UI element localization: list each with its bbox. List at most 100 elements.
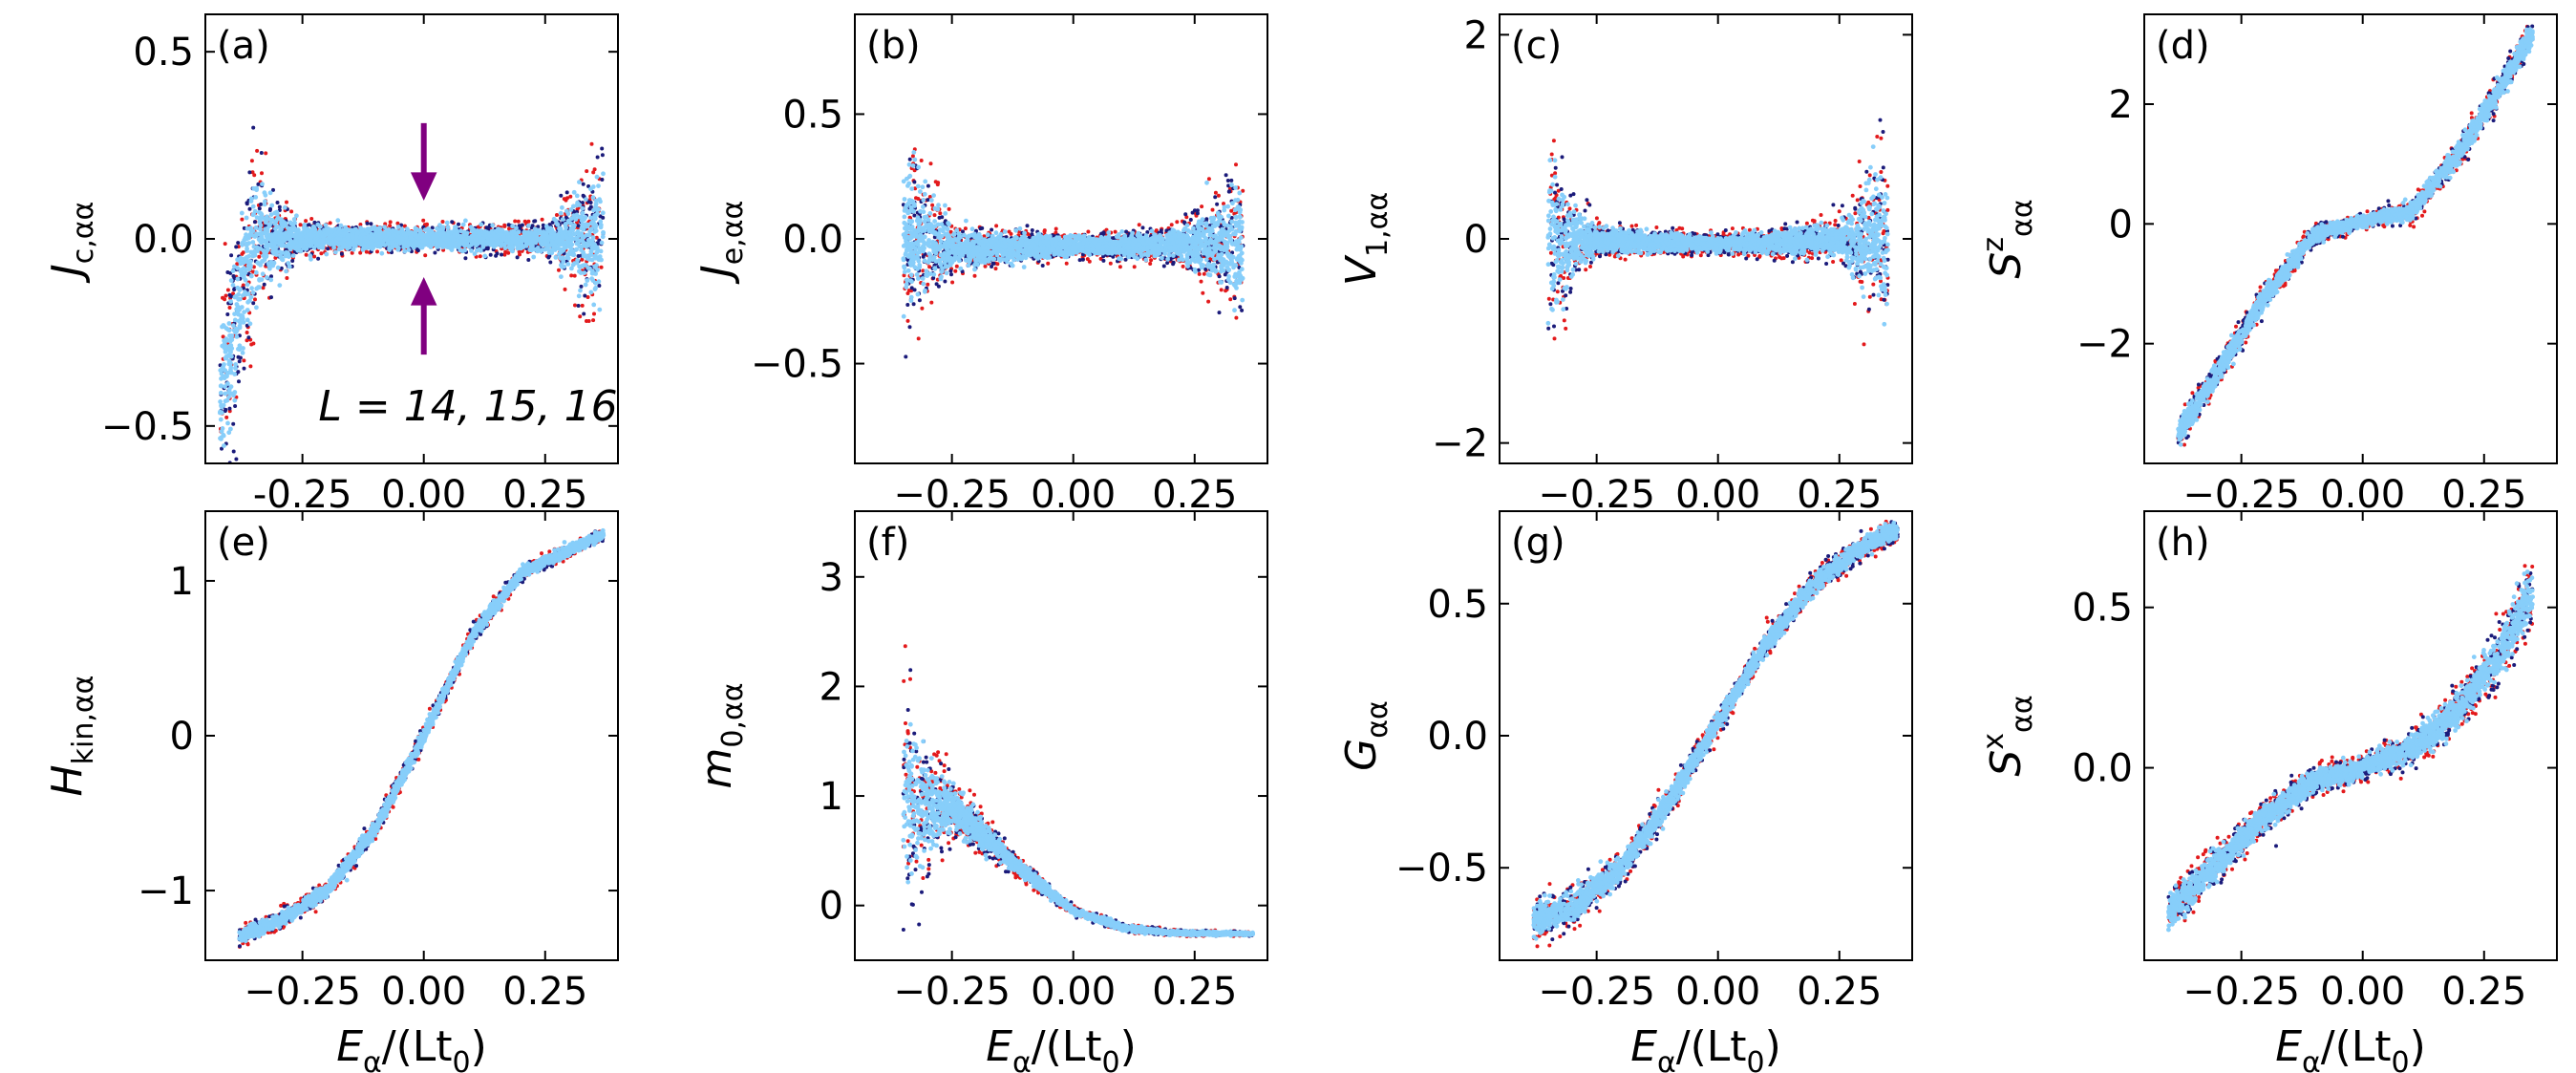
point [226,430,232,436]
point [399,226,405,232]
point [463,256,468,261]
point [358,223,363,226]
point [315,233,320,238]
point [240,242,245,247]
point [506,223,511,227]
point [277,242,282,247]
point [222,362,226,367]
point [489,237,495,243]
point [1197,271,1202,276]
point [503,249,508,254]
y-axis-label: Jc,αα [43,202,100,285]
point [263,240,268,246]
point [230,283,236,288]
point [433,250,437,255]
point [270,217,275,223]
point [580,244,585,249]
point [947,206,951,211]
point [254,215,260,221]
point [250,240,256,245]
point [519,246,523,251]
point [240,350,245,355]
point [282,204,287,210]
point [556,246,561,251]
point [415,241,420,247]
point [1202,271,1206,276]
point [304,252,309,257]
point [994,224,999,228]
point [260,236,265,242]
point [905,291,910,295]
point [431,235,436,241]
point [304,219,309,224]
point [579,284,584,289]
point [919,159,924,162]
point [287,240,293,246]
point [328,221,332,225]
y-tick-label: 0.0 [133,218,194,262]
point [381,238,387,244]
point [317,228,323,234]
point [466,244,472,249]
point [582,311,586,316]
point [1040,264,1045,268]
point [229,294,233,299]
point [232,311,238,316]
point [510,236,516,242]
point [224,372,229,377]
point [336,247,342,252]
point [596,242,601,246]
point [1108,261,1113,266]
point [257,285,262,290]
point [309,233,314,238]
point [245,246,249,251]
system-size-annotation: L = 14, 15, 16 [318,382,617,431]
point [1046,261,1051,266]
point [248,259,253,265]
point [256,261,262,267]
point [1200,204,1204,209]
point [1113,229,1118,234]
point [599,265,604,269]
point [319,251,324,256]
point [592,215,598,221]
point [458,228,463,234]
point [399,236,405,241]
point [557,268,561,272]
point [594,235,599,240]
point [557,251,562,257]
point [552,243,558,248]
point [426,243,432,248]
point [335,218,341,224]
point [1149,258,1154,263]
point [578,288,583,293]
point [585,256,590,261]
point [583,215,588,220]
point [579,225,585,231]
point [285,200,288,204]
point [327,234,332,240]
point [546,255,551,260]
point [275,216,280,222]
point [990,227,994,232]
point [223,355,228,361]
point [405,244,411,249]
point [580,257,585,262]
point [1161,264,1166,268]
point [266,263,272,268]
point [502,246,508,250]
point [246,267,252,272]
point [395,225,401,229]
point [493,234,498,240]
point [394,228,399,234]
point [301,246,306,250]
point [431,242,436,247]
point [221,402,226,408]
point [222,345,227,351]
point [242,358,246,363]
point [1137,223,1141,227]
point [446,232,451,238]
point [306,227,311,232]
point [523,232,528,238]
point [339,251,344,256]
